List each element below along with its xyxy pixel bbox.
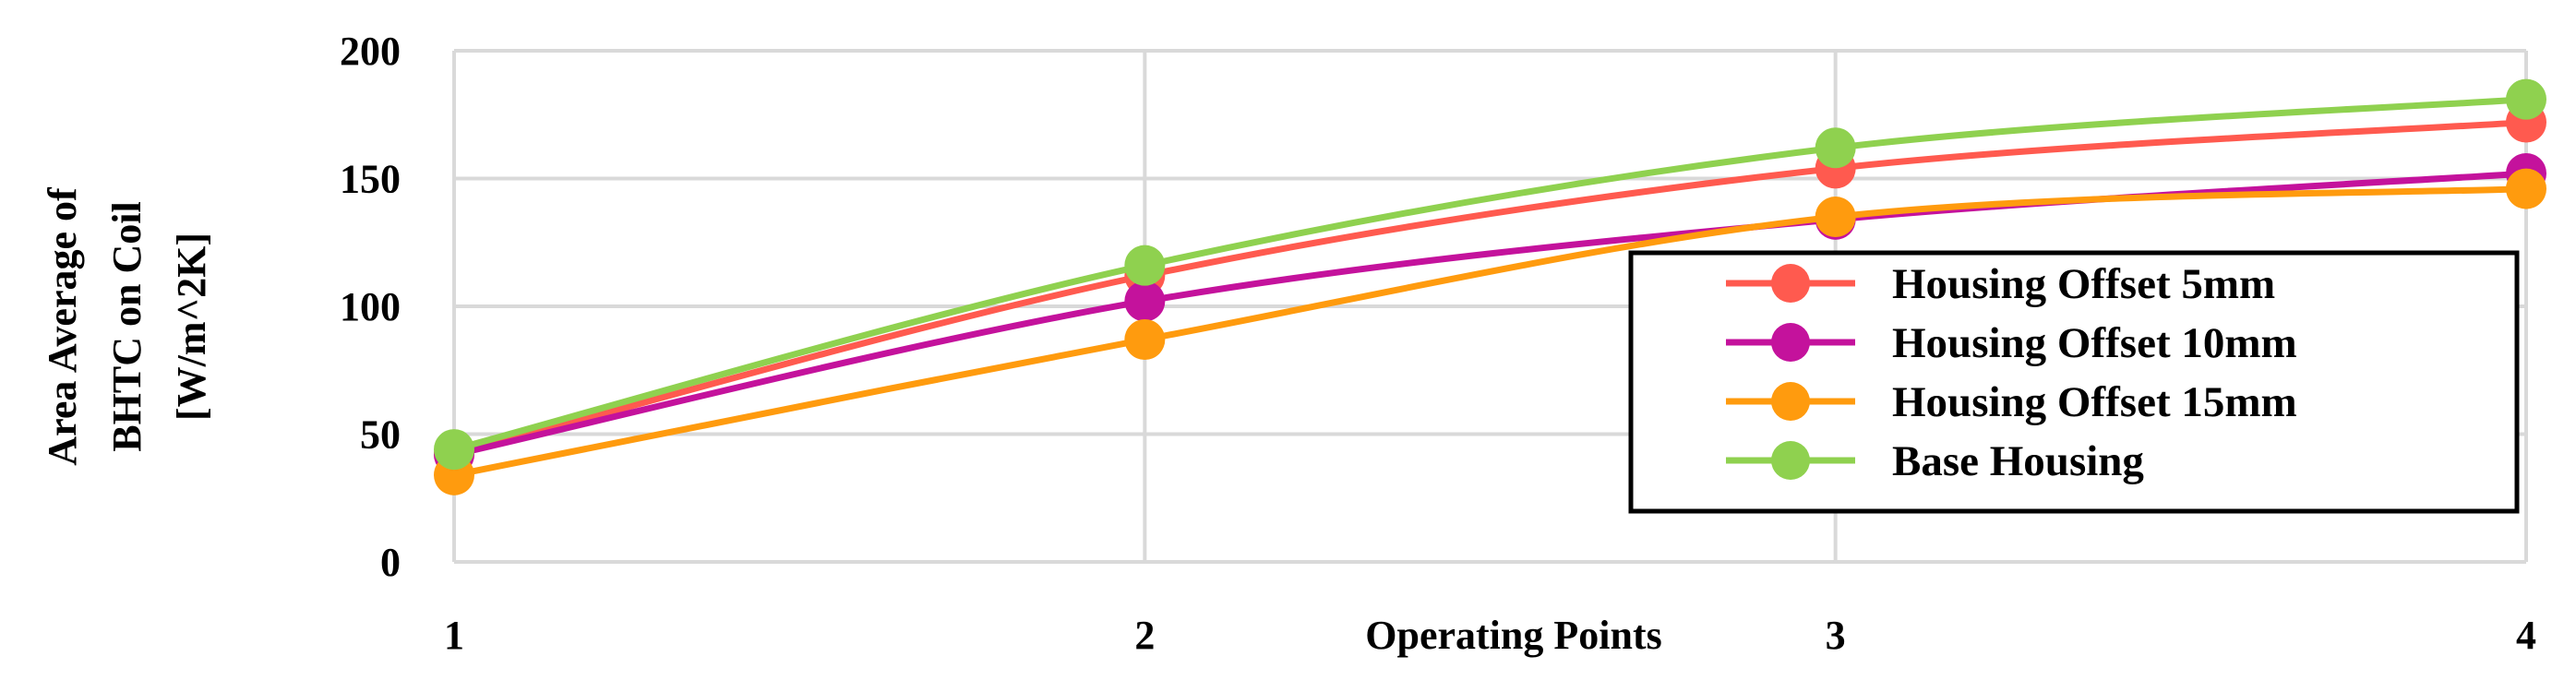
data-point — [1124, 245, 1166, 286]
legend-swatch-marker — [1771, 264, 1810, 303]
data-point — [1124, 280, 1166, 322]
series-line — [450, 119, 2530, 459]
y-tick-label: 150 — [340, 157, 401, 202]
data-point — [1124, 319, 1166, 361]
y-axis-title: Area Average of BHTC on Coil [W/m^2K] — [40, 186, 214, 466]
x-tick-label: 4 — [2516, 613, 2536, 658]
legend: Housing Offset 5mm Housing Offset 10mm Hou… — [1628, 250, 2520, 514]
data-point — [434, 429, 474, 471]
x-axis-ticks: 1 2 3 4 — [444, 613, 2536, 658]
legend-swatch-marker — [1771, 382, 1810, 421]
legend-entry-label: Base Housing — [1892, 437, 2144, 485]
y-axis-title-line: Area Average of — [40, 186, 85, 466]
y-axis-title-line: BHTC on Coil — [104, 201, 150, 451]
legend-entry-label: Housing Offset 10mm — [1892, 319, 2297, 367]
x-tick-label: 3 — [1826, 613, 1846, 658]
grid-lines — [452, 49, 2528, 564]
series-4 — [434, 78, 2546, 471]
series-lines — [434, 78, 2546, 495]
legend-swatch-marker — [1771, 441, 1810, 480]
x-tick-label: 2 — [1134, 613, 1155, 658]
y-axis-title-line: [W/m^2K] — [169, 233, 214, 421]
y-tick-label: 0 — [380, 540, 401, 585]
legend-entry-label: Housing Offset 15mm — [1892, 378, 2297, 426]
x-axis-title: Operating Points — [1365, 613, 1661, 658]
y-axis-ticks: 0 50 100 150 200 — [340, 29, 401, 585]
y-tick-label: 100 — [340, 284, 401, 329]
x-tick-label: 1 — [444, 613, 464, 658]
legend-swatch-marker — [1771, 323, 1810, 362]
data-point — [1815, 127, 1856, 169]
series-line — [450, 96, 2530, 453]
y-tick-label: 200 — [340, 29, 401, 74]
legend-entry-label: Housing Offset 5mm — [1892, 260, 2275, 308]
data-point — [1815, 197, 1856, 238]
y-tick-label: 50 — [360, 412, 401, 458]
data-point — [2506, 168, 2546, 209]
series-line — [450, 185, 2530, 479]
data-point — [2506, 78, 2546, 120]
series-line — [450, 170, 2530, 459]
